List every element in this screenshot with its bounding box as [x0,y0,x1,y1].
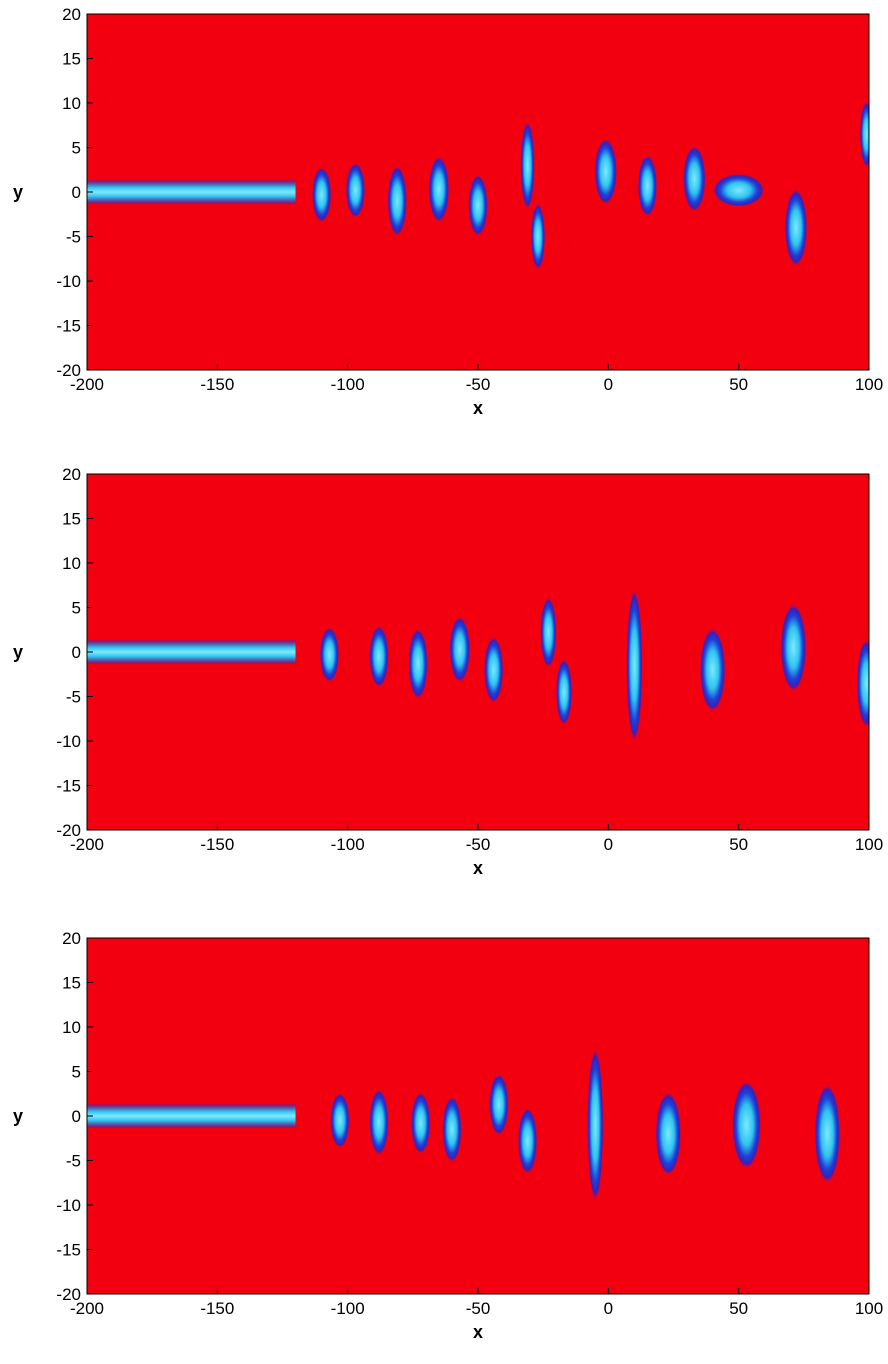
vortex-9 [699,627,726,713]
vortex-2 [369,625,389,688]
y-axis-title: y [13,182,23,202]
x-axis-title: x [473,1322,483,1342]
vortex-11 [856,638,869,728]
vortex-4 [428,155,450,223]
vortex-3 [408,627,428,700]
x-tick-label: -200 [70,1299,104,1318]
y-tick-label: -15 [56,317,81,336]
vortex-6 [520,120,535,210]
jet-core [87,180,296,204]
x-tick-label: 100 [855,1299,883,1318]
vortex-6 [517,1107,538,1175]
vortex-13 [859,100,869,168]
y-tick-label: 5 [72,599,81,618]
y-tick-label: 5 [72,1063,81,1082]
vortex-10 [682,145,706,213]
vortex-7 [587,1047,604,1203]
vortex-12 [784,188,808,267]
x-tick-label: -50 [466,1299,491,1318]
y-tick-label: -20 [56,821,81,840]
jet-core [87,1104,296,1128]
chart-svg-1: -200 -150 -100 -50 0 50 100-20-15-10-505101520… [13,5,883,418]
x-tick-label: 100 [855,375,883,394]
y-tick-label: 15 [62,50,81,69]
x-tick-label: -50 [466,835,491,854]
x-axis-title: x [473,398,483,418]
y-tick-label: 20 [62,465,81,484]
vortex-9 [731,1080,762,1170]
y-tick-label: -5 [66,1152,81,1171]
vortex-8 [626,587,643,744]
y-tick-label: 10 [62,94,81,113]
vortex-10 [780,603,807,693]
x-tick-label: 50 [729,835,748,854]
vortex-3 [387,165,407,237]
x-tick-label: -50 [466,375,491,394]
vortex-5 [483,636,504,704]
chart-svg-3: -200 -150 -100 -50 0 50 100-20-15-10-505101520… [13,929,883,1342]
vortex-5 [468,174,488,237]
chart-panel-1: -200 -150 -100 -50 0 50 100 -20 -15 -10 -5 0 5 10 15 20… [0,0,888,440]
x-tick-label: -150 [200,1299,234,1318]
vortex-6 [540,596,557,669]
x-tick-label: -100 [331,375,365,394]
vortex-2 [345,162,366,219]
y-tick-label: 20 [62,5,81,24]
x-tick-label: 50 [729,1299,748,1318]
x-tick-label: -100 [331,1299,365,1318]
chart-panel-3: -200 -150 -100 -50 0 50 100 -20 -15 -10 -5 0 5 10 15 20… [0,924,888,1364]
y-tick-label: -15 [56,777,81,796]
y-tick-label: -20 [56,1285,81,1304]
x-tick-label: 0 [604,375,613,394]
vortex-5 [489,1073,509,1136]
jet-core [87,640,296,664]
y-tick-label: 10 [62,554,81,573]
x-tick-label: 100 [855,835,883,854]
y-tick-label: 0 [72,1107,81,1126]
vortex-7 [555,658,573,726]
x-tick-label: 50 [729,375,748,394]
y-tick-label: 20 [62,929,81,948]
y-axis-title: y [13,642,23,662]
vortex-10 [814,1083,841,1184]
x-tick-label: 0 [604,1299,613,1318]
y-axis-title: y [13,1106,23,1126]
vortex-8 [594,138,618,205]
x-axis-title: x [473,858,483,878]
vortex-1 [330,1092,350,1149]
y-tick-label: -15 [56,1241,81,1260]
y-tick-label: -5 [66,228,81,247]
chart-panel-2: -200 -150 -100 -50 0 50 100 -20 -15 -10 -5 0 5 10 15 20… [0,460,888,900]
y-tick-label: -20 [56,361,81,380]
vortex-7 [530,203,546,270]
x-tick-label: 0 [604,835,613,854]
y-tick-label: -10 [56,272,81,291]
vortex-4 [449,615,471,683]
vortex-1 [311,166,332,223]
chart-svg-2: -200 -150 -100 -50 0 50 100-20-15-10-505101520… [13,465,883,878]
vortex-1 [319,626,340,683]
y-tick-label: -10 [56,732,81,751]
vortex-2 [369,1088,389,1156]
y-tick-label: 15 [62,510,81,529]
y-tick-label: 10 [62,1018,81,1037]
y-tick-label: 5 [72,139,81,158]
x-tick-label: -200 [70,835,104,854]
vortex-4 [442,1095,462,1163]
vortex-3 [410,1091,431,1155]
x-tick-label: -100 [331,835,365,854]
x-tick-label: -200 [70,375,104,394]
vortex-11 [712,173,765,207]
y-tick-label: 15 [62,974,81,993]
vortex-9 [637,154,658,217]
y-tick-label: 0 [72,183,81,202]
x-tick-label: -150 [200,835,234,854]
vortex-8 [655,1091,682,1177]
y-tick-label: 0 [72,643,81,662]
x-tick-label: -150 [200,375,234,394]
y-tick-label: -10 [56,1196,81,1215]
y-tick-label: -5 [66,688,81,707]
